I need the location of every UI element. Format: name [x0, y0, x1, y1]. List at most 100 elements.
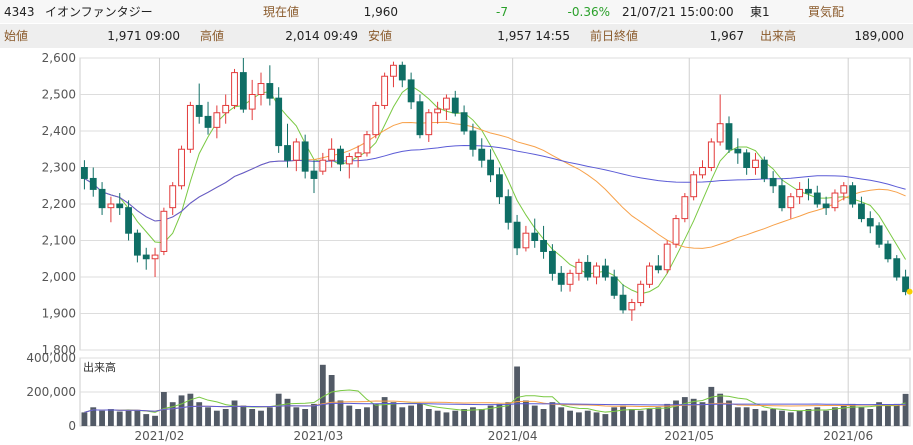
volume-ma-short-line: [84, 389, 906, 413]
price-tick-label: 1,900: [42, 307, 76, 321]
volume-bar: [478, 409, 485, 426]
volume-bar: [575, 412, 582, 426]
volume-bar: [787, 412, 794, 426]
volume-bar: [134, 409, 141, 426]
volume-bar: [496, 403, 503, 426]
volume-bar: [708, 386, 715, 426]
candle-body: [566, 272, 574, 285]
volume-bar: [381, 397, 388, 426]
volume-bar: [761, 410, 768, 426]
volume-bar: [240, 405, 247, 426]
candle-body: [81, 167, 88, 179]
prev-close-value: 1,967: [709, 29, 744, 43]
candle-body: [275, 97, 283, 147]
volume-bar: [752, 409, 759, 426]
candle-body: [478, 148, 486, 161]
candle-body: [716, 123, 724, 143]
volume-bar: [205, 407, 211, 426]
candle-body: [460, 112, 468, 132]
candle-body: [301, 141, 309, 172]
volume-bar: [116, 411, 123, 426]
volume-bar: [169, 402, 176, 426]
volume-bar: [258, 410, 264, 426]
candle-body: [354, 152, 362, 158]
x-tick-label: 2021/06: [823, 429, 873, 443]
candle-body: [593, 265, 600, 278]
volume-bar: [328, 375, 335, 426]
candle-body: [849, 185, 857, 205]
volume-bar: [673, 400, 679, 426]
candle-body: [443, 97, 450, 110]
candle-body: [504, 196, 512, 223]
candle-body: [363, 134, 371, 154]
ma-long-line: [84, 145, 906, 222]
candle-body: [319, 159, 327, 172]
volume-bar: [213, 410, 220, 426]
volume-bar: [823, 410, 830, 426]
candle-body: [469, 130, 477, 150]
candle-body: [160, 210, 168, 252]
candle-body: [266, 83, 274, 99]
candle-body: [619, 294, 627, 311]
volume-bar: [222, 409, 229, 426]
candle-body: [557, 272, 565, 285]
candle-body: [133, 232, 141, 256]
volume-bar: [178, 395, 185, 426]
low-label: 安値: [368, 29, 393, 43]
candle-body: [204, 115, 212, 128]
candle-body: [381, 75, 389, 106]
volume-bar: [364, 407, 370, 426]
volume-bar: [779, 410, 785, 426]
candle-body: [416, 101, 424, 136]
open-label: 始値: [4, 29, 29, 43]
volume-bar: [143, 414, 150, 426]
volume-bar: [152, 415, 158, 426]
candle-body: [398, 64, 406, 81]
candle-body: [548, 250, 556, 274]
candle-body: [822, 203, 830, 209]
candle-body: [663, 243, 671, 271]
candle-body: [248, 94, 256, 110]
candle-body: [858, 203, 865, 220]
candle-body: [531, 232, 539, 241]
candle-body: [752, 159, 759, 168]
volume-bar: [311, 403, 317, 426]
candle-body: [231, 72, 238, 106]
volume-bar: [452, 410, 459, 426]
volume-bar: [558, 407, 565, 426]
volume-bar: [840, 405, 847, 426]
candle-body: [116, 203, 124, 209]
volume-bar: [461, 409, 468, 426]
volume-bar: [664, 403, 671, 426]
candle-body: [89, 177, 97, 190]
volume-value: 189,000: [854, 29, 904, 43]
candle-body: [195, 104, 203, 117]
candle-body: [451, 97, 459, 114]
price-tick-label: 2,300: [42, 161, 76, 175]
candle-body: [699, 167, 706, 176]
candle-body: [637, 283, 645, 304]
volume-bar: [231, 400, 238, 426]
volume-bar: [681, 397, 688, 426]
volume-bar: [620, 405, 626, 426]
volume-bar: [655, 407, 662, 426]
volume-bar: [319, 364, 326, 426]
candle-body: [257, 83, 265, 95]
volume-bar: [90, 407, 97, 426]
volume-bar: [690, 398, 697, 426]
candle-body: [98, 188, 106, 209]
volume-bar: [417, 403, 423, 426]
quote-row-2: 始値 1,971 09:00 高値 2,014 09:49 安値 1,957 1…: [0, 24, 913, 48]
candle-body: [778, 185, 786, 209]
volume-bar: [390, 402, 397, 426]
volume-bar: [849, 403, 856, 426]
volume-bar: [355, 409, 362, 426]
volume-bar: [443, 412, 450, 426]
candle-body: [893, 258, 901, 278]
candle-body: [743, 152, 751, 169]
low-value: 1,957 14:55: [497, 29, 570, 43]
quote-summary-table: 4343 イオンファンタジー 現在値 1,960 -7 -0.36% 21/07…: [0, 0, 913, 48]
volume-bar: [99, 410, 105, 426]
volume-bar: [125, 410, 132, 426]
candle-body: [805, 188, 812, 194]
